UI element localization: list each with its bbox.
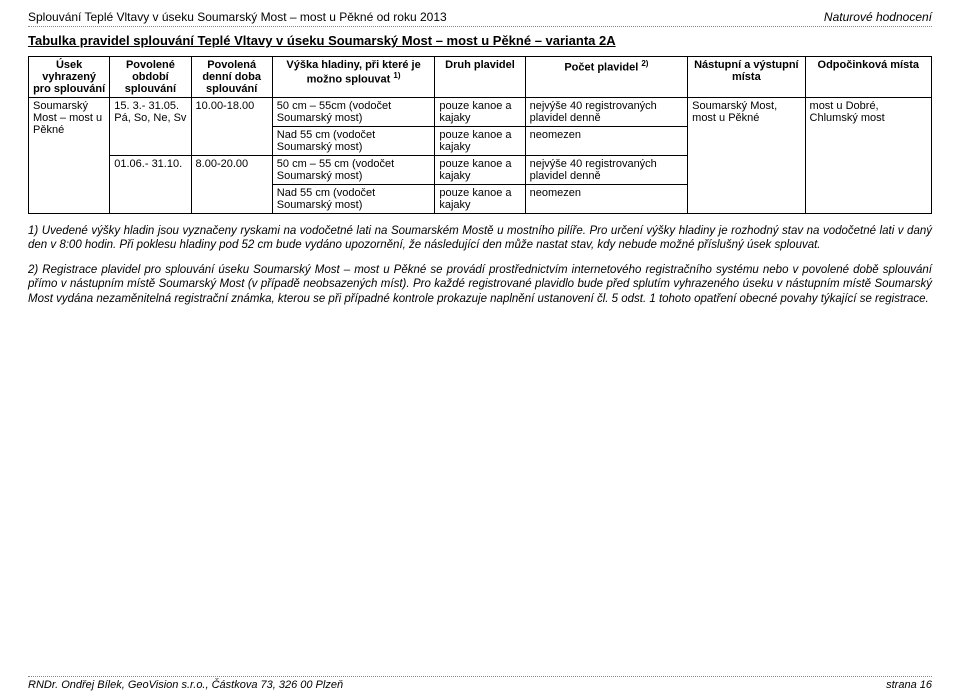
table-header-row: Úsek vyhrazený pro splouvání Povolené ob… [29, 57, 932, 98]
table-row: Soumarský Most – most u Pěkné 15. 3.- 31… [29, 98, 932, 127]
cell-usek: Soumarský Most – most u Pěkné [29, 98, 110, 214]
cell-obdobi1: 15. 3.- 31.05. Pá, So, Ne, Sv [110, 98, 191, 156]
cell-vyska2: Nad 55 cm (vodočet Soumarský most) [272, 127, 435, 156]
footnote-2: 2) Registrace plavidel pro splouvání úse… [28, 263, 932, 306]
cell-druh3: pouze kanoe a kajaky [435, 156, 525, 185]
cell-doba1: 10.00-18.00 [191, 98, 272, 156]
col-doba: Povolená denní doba splouvání [191, 57, 272, 98]
col-vyska-sup: 1) [393, 71, 400, 80]
col-pocet-text: Počet plavidel [564, 62, 641, 74]
cell-pocet4: neomezen [525, 185, 688, 214]
col-druh: Druh plavidel [435, 57, 525, 98]
cell-vyska1: 50 cm – 55cm (vodočet Soumarský most) [272, 98, 435, 127]
col-usek: Úsek vyhrazený pro splouvání [29, 57, 110, 98]
cell-vyska3: 50 cm – 55 cm (vodočet Soumarský most) [272, 156, 435, 185]
table-title: Tabulka pravidel splouvání Teplé Vltavy … [28, 33, 932, 48]
cell-druh4: pouze kanoe a kajaky [435, 185, 525, 214]
cell-pocet3: nejvýše 40 registrovaných plavidel denně [525, 156, 688, 185]
page-header: Splouvání Teplé Vltavy v úseku Soumarský… [28, 10, 932, 27]
footer-left: RNDr. Ondřej Bílek, GeoVision s.r.o., Čá… [28, 679, 343, 691]
rules-table: Úsek vyhrazený pro splouvání Povolené ob… [28, 56, 932, 214]
cell-obdobi2: 01.06.- 31.10. [110, 156, 191, 214]
col-vyska: Výška hladiny, při které je možno splouv… [272, 57, 435, 98]
cell-druh2: pouze kanoe a kajaky [435, 127, 525, 156]
col-nastup: Nástupní a výstupní místa [688, 57, 805, 98]
col-odpoc: Odpočinková místa [805, 57, 931, 98]
header-right: Naturové hodnocení [824, 10, 932, 24]
footer-right: strana 16 [886, 679, 932, 691]
cell-vyska4: Nad 55 cm (vodočet Soumarský most) [272, 185, 435, 214]
cell-doba2: 8.00-20.00 [191, 156, 272, 214]
cell-pocet2: neomezen [525, 127, 688, 156]
col-pocet: Počet plavidel 2) [525, 57, 688, 98]
cell-odpoc: most u Dobré, Chlumský most [805, 98, 931, 214]
header-left: Splouvání Teplé Vltavy v úseku Soumarský… [28, 10, 447, 24]
page-footer: RNDr. Ondřej Bílek, GeoVision s.r.o., Čá… [28, 676, 932, 691]
cell-pocet1: nejvýše 40 registrovaných plavidel denně [525, 98, 688, 127]
cell-druh1: pouze kanoe a kajaky [435, 98, 525, 127]
col-pocet-sup: 2) [641, 59, 648, 68]
col-obdobi: Povolené období splouvání [110, 57, 191, 98]
footnote-1: 1) Uvedené výšky hladin jsou vyznačeny r… [28, 224, 932, 253]
cell-nastup: Soumarský Most, most u Pěkné [688, 98, 805, 214]
